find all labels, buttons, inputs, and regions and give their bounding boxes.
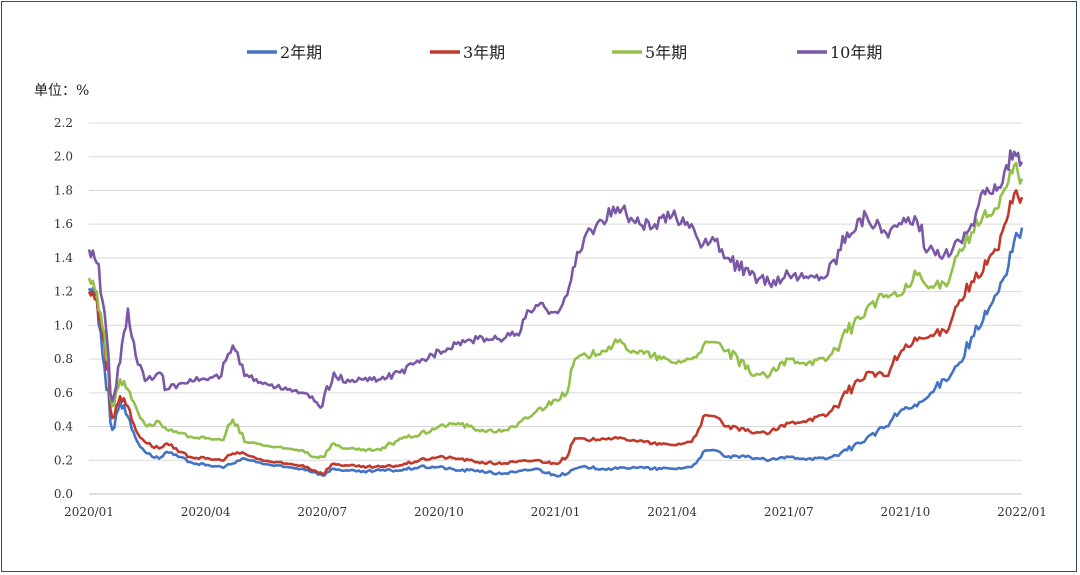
x-tick-label: 2020/04 bbox=[181, 505, 231, 519]
y-tick-label: 1.6 bbox=[54, 217, 73, 231]
y-tick-label: 2.0 bbox=[54, 150, 73, 164]
y-axis-ticks: 0.0 0.2 0.4 0.6 0.8 1.0 1.2 1.4 1.6 1.8 2.0 2.2 bbox=[54, 116, 73, 501]
y-tick-label: 2.2 bbox=[54, 116, 73, 130]
x-tick-label: 2021/04 bbox=[647, 505, 697, 519]
legend-label: 3年期 bbox=[463, 43, 505, 62]
y-tick-label: 1.4 bbox=[54, 251, 73, 265]
series-line-5年期 bbox=[87, 161, 1024, 460]
y-tick-label: 0.4 bbox=[54, 420, 73, 434]
legend-label: 10年期 bbox=[830, 43, 882, 62]
y-tick-label: 0.6 bbox=[54, 386, 73, 400]
y-tick-label: 1.8 bbox=[54, 183, 73, 197]
x-tick-label: 2021/10 bbox=[880, 505, 930, 519]
gridlines bbox=[89, 122, 1022, 495]
y-tick-label: 0.8 bbox=[54, 352, 73, 366]
legend: 2年期 3年期 5年期 10年期 bbox=[247, 43, 882, 62]
series-line-3年期 bbox=[87, 189, 1024, 476]
legend-label: 5年期 bbox=[645, 43, 687, 62]
y-tick-label: 0.0 bbox=[54, 487, 73, 501]
x-tick-label: 2020/10 bbox=[414, 505, 464, 519]
x-tick-label: 2021/07 bbox=[764, 505, 814, 519]
x-tick-label: 2022/01 bbox=[997, 505, 1047, 519]
y-tick-label: 1.2 bbox=[54, 285, 73, 299]
x-tick-label: 2021/01 bbox=[531, 505, 581, 519]
y-tick-label: 1.0 bbox=[54, 318, 73, 332]
series-line-10年期 bbox=[87, 149, 1024, 409]
y-tick-label: 0.2 bbox=[54, 453, 73, 467]
x-tick-label: 2020/01 bbox=[64, 505, 114, 519]
series-line-2年期 bbox=[87, 227, 1024, 478]
y-axis-unit-label: 单位：% bbox=[34, 83, 89, 99]
series-lines bbox=[87, 149, 1024, 478]
x-axis-ticks: 2020/01 2020/04 2020/07 2020/10 2021/01 2021/… bbox=[64, 505, 1047, 519]
x-tick-label: 2020/07 bbox=[297, 505, 347, 519]
legend-label: 2年期 bbox=[280, 43, 322, 62]
